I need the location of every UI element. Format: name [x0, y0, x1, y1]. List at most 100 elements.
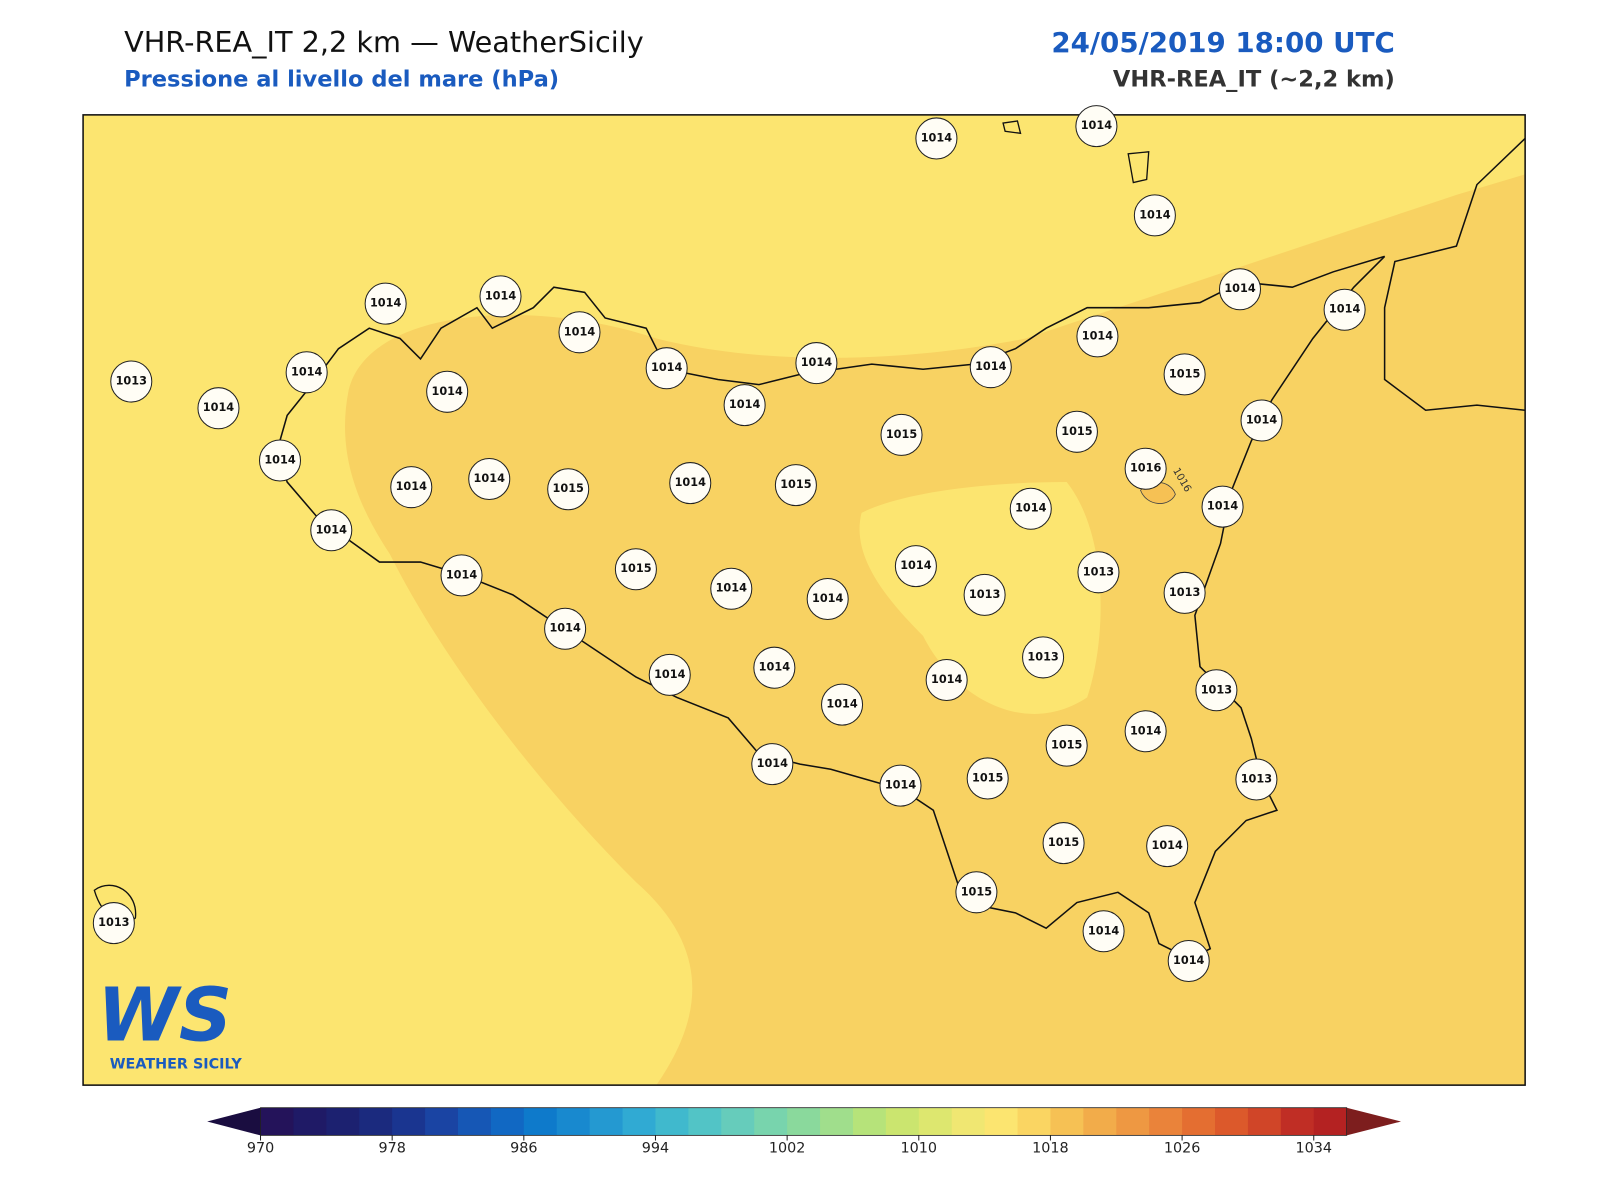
colorbar-segment	[655, 1107, 689, 1136]
station-value: 1013	[116, 375, 147, 388]
station-value: 1014	[1088, 924, 1120, 937]
station-value: 1014	[1081, 119, 1113, 132]
station-marker	[1195, 669, 1238, 712]
colorbar-tick-label: 1026	[1164, 1141, 1201, 1157]
station-marker	[1022, 636, 1065, 679]
colorbar-segment	[820, 1107, 854, 1136]
station-marker	[821, 683, 864, 726]
station-value: 1014	[316, 523, 348, 536]
station-value: 1014	[1130, 724, 1162, 737]
station-value: 1014	[370, 297, 402, 310]
station-marker	[751, 743, 794, 786]
station-marker	[426, 370, 469, 413]
coastline	[1383, 137, 1526, 412]
station-value: 1015	[620, 562, 652, 575]
station-marker	[795, 342, 838, 385]
station-value: 1013	[1169, 586, 1200, 599]
station-marker	[1163, 353, 1206, 396]
colorbar-segment	[490, 1107, 525, 1136]
station-marker	[390, 466, 433, 509]
colorbar-segment	[425, 1107, 459, 1136]
pressure-field	[1392, 256, 1521, 400]
station-marker	[1167, 940, 1210, 983]
colorbar-segment	[721, 1107, 755, 1136]
station-value: 1014	[485, 289, 517, 302]
colorbar-segment	[260, 1107, 294, 1136]
station-marker	[710, 567, 753, 610]
station-marker	[1133, 194, 1176, 237]
map: 1016 10141014101410141014101410141014101…	[82, 105, 1526, 1086]
station-value: 1014	[801, 356, 833, 369]
colorbar-segment	[1215, 1107, 1249, 1136]
station-marker	[806, 577, 849, 620]
station-value: 1015	[1048, 836, 1080, 849]
colorbar-segment	[1149, 1107, 1183, 1136]
station-value: 1014	[729, 398, 761, 411]
station-value: 1015	[961, 885, 993, 898]
station-marker	[645, 347, 688, 390]
station-value: 1014	[716, 582, 748, 595]
colorbar-segment	[392, 1107, 426, 1136]
colorbar-segment	[951, 1107, 986, 1136]
station-marker	[364, 282, 407, 325]
colorbar-segment	[1116, 1107, 1150, 1136]
station-marker	[558, 311, 601, 354]
station-marker	[669, 462, 712, 505]
station-marker	[1235, 758, 1278, 801]
station-value: 1014	[885, 779, 917, 792]
station-marker	[285, 351, 328, 394]
station-value: 1014	[921, 131, 953, 144]
station-value: 1014	[654, 668, 686, 681]
station-marker	[1240, 399, 1283, 442]
station-value: 1014	[1207, 500, 1239, 513]
station-value: 1014	[1246, 414, 1278, 427]
station-value: 1014	[931, 673, 963, 686]
station-value: 1014	[1224, 282, 1256, 295]
station-marker	[723, 384, 766, 427]
station-marker	[1163, 571, 1206, 614]
station-marker	[614, 548, 657, 591]
colorbar-segment	[787, 1107, 821, 1136]
colorbar-segment	[1247, 1107, 1282, 1136]
station-value: 1014	[826, 698, 858, 711]
station-marker	[1146, 825, 1189, 868]
station-value: 1014	[264, 454, 296, 467]
station-marker	[1076, 315, 1119, 358]
station-marker	[1042, 822, 1085, 865]
colorbar-segment	[556, 1107, 591, 1136]
colorbar-segment	[326, 1107, 360, 1136]
station-value: 1015	[553, 482, 585, 495]
station-marker	[753, 646, 796, 689]
colorbar-tick-label: 1034	[1295, 1141, 1332, 1157]
colorbar-tick-label: 994	[642, 1141, 669, 1157]
colorbar-segment	[523, 1107, 558, 1136]
colorbar-segment	[754, 1107, 788, 1136]
station-marker	[966, 757, 1009, 800]
station-marker	[963, 573, 1006, 616]
station-marker	[879, 764, 922, 807]
station-value: 1014	[203, 401, 235, 414]
station-marker	[544, 607, 587, 650]
model: VHR-REA_IT (~2,2 km)	[1113, 67, 1395, 93]
station-marker	[110, 360, 153, 403]
station-value: 1014	[975, 360, 1007, 373]
colorbar-segment	[1313, 1107, 1348, 1136]
logo: WS WEATHER SICILY	[97, 973, 242, 1073]
station-marker	[1009, 487, 1052, 530]
station-marker	[1201, 485, 1244, 528]
subtitle: Pressione al livello del mare (hPa)	[124, 67, 559, 93]
station-value: 1015	[780, 478, 812, 491]
coastline	[276, 255, 1386, 960]
colorbar-segment	[885, 1107, 920, 1136]
station-value: 1014	[1173, 954, 1205, 967]
station-marker	[894, 545, 937, 588]
station-value: 1014	[1015, 502, 1047, 515]
station-marker	[1082, 910, 1125, 953]
station-marker	[468, 457, 511, 500]
station-value: 1013	[1201, 683, 1232, 696]
station-value: 1014	[1329, 303, 1361, 316]
station-value: 1014	[759, 661, 791, 674]
station-value: 1013	[98, 916, 129, 929]
station-marker	[440, 554, 483, 597]
